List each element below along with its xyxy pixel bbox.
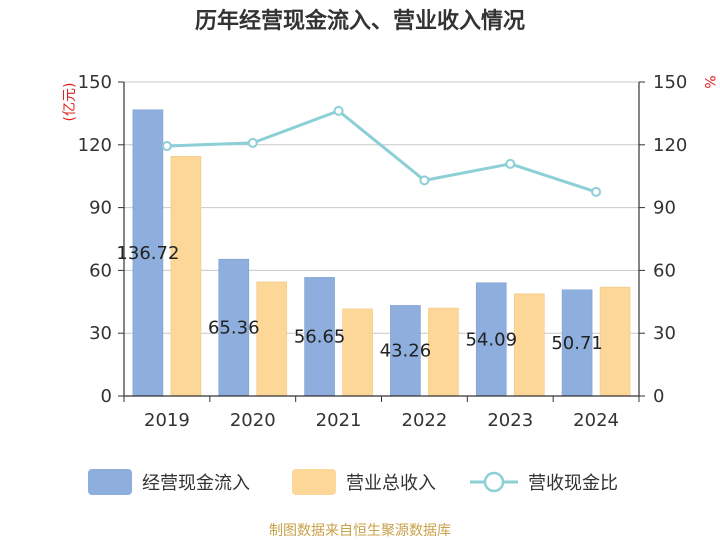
y-axis-left-ticks: 0 30 60 90 120 150: [78, 72, 124, 407]
cash-inflow-bar: [475, 282, 507, 397]
legend-label: 营收现金比: [528, 473, 618, 494]
legend-label: 经营现金流入: [142, 473, 250, 494]
y-right-tick-label: 150: [653, 72, 687, 93]
ratio-point: [161, 141, 172, 152]
y-axis-right-ticks: 0 30 60 90 120 150: [639, 72, 687, 407]
x-tick-label: 2021: [316, 410, 362, 431]
revenue-bar: [342, 308, 373, 397]
ratio-point: [333, 105, 344, 116]
legend-swatch: [88, 469, 132, 495]
ratio-point: [505, 158, 516, 169]
grid-lines: [124, 81, 639, 334]
y-right-tick-label: 30: [653, 323, 676, 344]
y-left-tick-label: 90: [89, 198, 112, 219]
cash-inflow-data-label: 54.09: [465, 329, 517, 350]
y-left-tick-label: 30: [89, 323, 112, 344]
cash-inflow-data-label: 50.71: [551, 333, 603, 354]
revenue-bar: [428, 307, 459, 397]
chart-title: 历年经营现金流入、营业收入情况: [195, 8, 525, 34]
legend-marker: [483, 471, 505, 493]
legend-label: 营业总收入: [346, 473, 436, 494]
x-tick-label: 2019: [144, 410, 190, 431]
revenue-bar: [170, 156, 202, 397]
x-tick-label: 2022: [402, 410, 448, 431]
y-right-tick-label: 0: [653, 386, 664, 407]
ratio-point: [591, 186, 602, 197]
bar-data-labels: 136.72 65.36 56.65 43.26 54.09 50.71: [116, 243, 602, 362]
x-tick-label: 2024: [573, 410, 619, 431]
cash-inflow-bar: [304, 277, 335, 397]
y-axis-left-unit: (亿元): [62, 83, 78, 122]
cash-inflow-bar: [132, 109, 164, 397]
cash-inflow-data-label: 136.72: [116, 243, 179, 264]
bars: [132, 109, 631, 397]
y-left-tick-label: 150: [78, 72, 112, 93]
revenue-bar: [256, 281, 288, 397]
ratio-line: [166, 109, 597, 194]
cash-inflow-bar: [390, 305, 421, 397]
legend-swatch: [292, 469, 336, 495]
cash-inflow-data-label: 56.65: [294, 327, 346, 348]
legend: 经营现金流入 营业总收入 营收现金比: [88, 469, 618, 495]
x-axis-ticks: 2019 2020 2021 2022 2023 2024: [123, 396, 640, 431]
x-tick-label: 2020: [230, 410, 276, 431]
y-left-tick-label: 0: [101, 386, 112, 407]
revenue-bar: [599, 286, 631, 397]
x-tick-label: 2023: [487, 410, 533, 431]
y-right-tick-label: 60: [653, 260, 676, 281]
y-right-tick-label: 90: [653, 198, 676, 219]
cash-inflow-bar: [561, 289, 593, 397]
y-right-tick-label: 120: [653, 135, 687, 156]
source-note: 制图数据来自恒生聚源数据库: [269, 523, 451, 539]
ratio-point: [419, 175, 430, 186]
cash-inflow-data-label: 43.26: [380, 341, 432, 362]
cash-inflow-data-label: 65.36: [208, 318, 260, 339]
y-left-tick-label: 60: [89, 260, 112, 281]
ratio-point: [247, 137, 258, 148]
revenue-bar: [513, 293, 545, 397]
y-axis-right-unit: %: [701, 75, 717, 88]
ratio-line-series: [161, 105, 602, 197]
y-left-tick-label: 120: [78, 135, 112, 156]
